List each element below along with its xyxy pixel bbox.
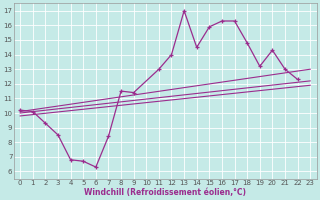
- X-axis label: Windchill (Refroidissement éolien,°C): Windchill (Refroidissement éolien,°C): [84, 188, 246, 197]
